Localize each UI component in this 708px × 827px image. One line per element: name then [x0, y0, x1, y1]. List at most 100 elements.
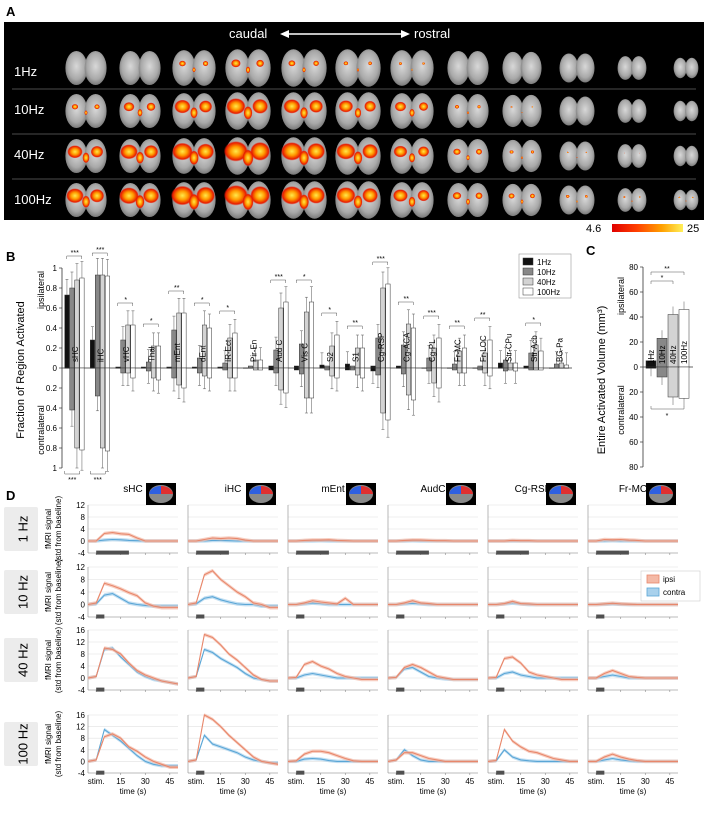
y-tick-label: 80 [629, 263, 638, 272]
activation-blob [368, 61, 373, 66]
activation-blob [353, 151, 363, 165]
activation-blob [120, 144, 138, 160]
category-label: Thal [147, 346, 156, 362]
significance-mark: * [150, 318, 153, 325]
subplot [387, 483, 478, 555]
activation-blob [137, 108, 143, 117]
activation-blob [631, 200, 633, 202]
activation-blob [393, 145, 408, 158]
bar-ipsi [130, 324, 136, 369]
x-tick-label: stim. [188, 777, 205, 786]
activation-blob [638, 196, 641, 198]
x-tick-label: 45 [265, 777, 274, 786]
bar-contra [380, 367, 386, 414]
bar-contra [69, 367, 75, 411]
bar-contra [508, 367, 513, 371]
activation-blob [392, 189, 408, 202]
x-tick-label: 15 [316, 777, 325, 786]
y-tick-label: 4 [81, 746, 86, 755]
y-tick-label: 0 [53, 364, 58, 373]
ipsi-trace [588, 602, 678, 606]
bar-contra [385, 367, 391, 421]
bar-ipsi [513, 362, 518, 369]
y-tick-label: 60 [629, 288, 638, 297]
y-tick-label: 20 [629, 388, 638, 397]
bar-ipsi [498, 362, 503, 369]
brain-hemisphere [172, 50, 196, 86]
panel-d-ylabel-2: (std from baseline) [54, 627, 63, 694]
colorbar-min-label: 4.6 [586, 223, 601, 235]
activation-blob [521, 111, 523, 114]
activation-blob [302, 67, 306, 73]
ipsi-region [461, 485, 473, 494]
brain-hemisphere [617, 99, 633, 123]
column-title: Fr-MC [619, 484, 647, 495]
x-tick-label: 15 [516, 777, 525, 786]
brain-hemisphere [410, 50, 434, 86]
brain-hemisphere [466, 183, 489, 217]
significance-bracket [117, 302, 133, 306]
activation-blob [338, 100, 354, 113]
x-tick-label: 30 [141, 777, 150, 786]
significance-mark: ** [664, 266, 670, 273]
significance-mark: *** [68, 477, 76, 484]
row-label: 10 Hz [15, 575, 30, 609]
bar-contra [176, 367, 182, 386]
category-label: vHC [122, 346, 131, 362]
bar-contra [268, 367, 274, 371]
brain-hemisphere [685, 100, 699, 122]
legend-label: 40Hz [537, 278, 556, 287]
panel-d-letter: D [6, 488, 15, 503]
activation-blob [256, 59, 265, 68]
y-tick-label: 0.2 [46, 384, 58, 393]
subplot [187, 629, 278, 692]
bar-contra [125, 367, 131, 374]
bar-ipsi [452, 363, 457, 369]
y-tick-label: 80 [629, 463, 638, 472]
category-label: Str-Acb [530, 335, 539, 362]
brain-slice [390, 93, 434, 129]
bar-contra [375, 367, 381, 376]
bar-contra [503, 367, 508, 372]
activation-blob [123, 102, 135, 112]
subplot [487, 566, 578, 619]
ipsi-trace [88, 532, 178, 542]
ipsi-region [261, 485, 273, 494]
panel-d-chart: sHC iHC mEnt AudC Cg-RSP Fr-MC 1 Hz fMRI signal… [4, 483, 678, 796]
activation-blob [685, 200, 687, 202]
bar-contra [181, 367, 187, 389]
activation-blob [250, 141, 270, 161]
bar-contra [309, 367, 314, 399]
brain-slice [281, 92, 327, 130]
subplot: stim. 15 30 45 time (s) [487, 714, 578, 796]
activation-blob [313, 60, 320, 67]
subplot [487, 483, 578, 555]
legend-contra-label: contra [663, 588, 686, 597]
brain-slice [559, 141, 595, 171]
brain-hemisphere [575, 141, 595, 171]
subplot: -4 0 4 8 12 [76, 563, 178, 622]
brain-slice [119, 183, 161, 217]
significance-mark: * [532, 317, 535, 324]
brain-slice [447, 139, 489, 173]
activation-blob [197, 143, 215, 160]
ipsi-confidence-band [488, 655, 578, 682]
row-label: 40 Hz [15, 643, 30, 677]
ipsi-confidence-band [488, 599, 578, 607]
brain-hemisphere [631, 99, 647, 123]
legend-label: 1Hz [537, 258, 551, 267]
activation-blob [408, 196, 416, 208]
activation-blob [174, 99, 191, 114]
y-tick-label: -4 [78, 613, 86, 622]
brain-slice [447, 51, 489, 85]
ipsi-trace [287, 750, 378, 762]
bar-contra [304, 367, 309, 399]
brain-slice [65, 51, 107, 85]
ipsi-trace [488, 539, 578, 542]
activation-blob [82, 195, 90, 208]
significance-mark: *** [96, 247, 104, 254]
activation-blob [143, 144, 159, 159]
ipsi-trace [288, 597, 378, 606]
stimulus-bar [496, 614, 505, 619]
